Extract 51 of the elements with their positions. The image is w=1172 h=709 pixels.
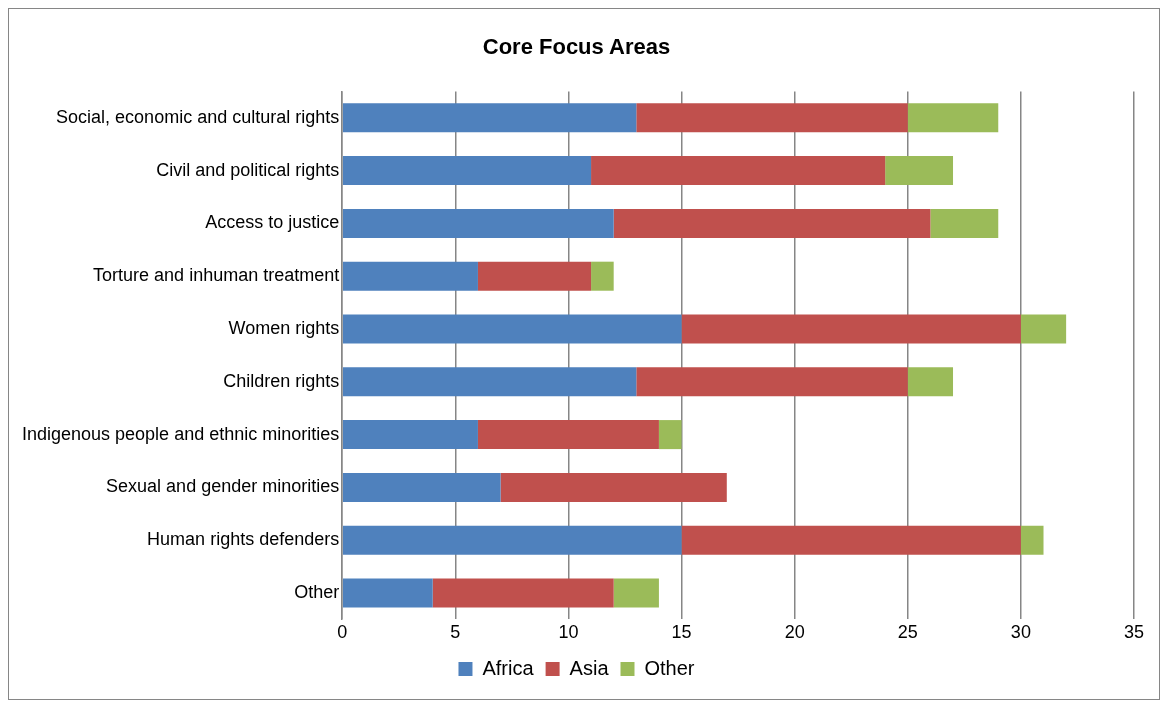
bar — [1020, 314, 1067, 344]
bar — [342, 103, 637, 133]
y-tick-label: Torture and inhuman treatment — [93, 265, 340, 286]
y-tick-label: Access to justice — [205, 212, 340, 233]
legend-label: Asia — [569, 656, 610, 679]
bar — [342, 472, 501, 502]
x-tick-label: 25 — [897, 622, 918, 643]
bar — [930, 208, 999, 238]
bar — [907, 103, 999, 133]
y-tick-label: Indigenous people and ethnic minorities — [22, 423, 340, 444]
bar — [613, 578, 659, 608]
bar — [681, 314, 1021, 344]
x-tick-label: 20 — [784, 622, 805, 643]
y-tick-label: Women rights — [228, 317, 340, 338]
y-tick-label: Sexual and gender minorities — [106, 476, 340, 497]
bar — [658, 420, 682, 450]
bar — [342, 420, 478, 450]
bar — [613, 208, 931, 238]
bar — [342, 367, 637, 397]
y-tick-label: Civil and political rights — [156, 159, 340, 180]
bar — [885, 156, 954, 186]
bar — [432, 578, 614, 608]
x-tick-label: 35 — [1123, 622, 1145, 643]
y-tick-label: Other — [294, 581, 340, 602]
y-tick-label: Human rights defenders — [147, 529, 340, 550]
x-tick-label: 5 — [450, 622, 461, 643]
bar — [342, 156, 592, 186]
bar — [681, 525, 1021, 555]
bar — [500, 472, 727, 502]
bar — [342, 578, 433, 608]
y-tick-label: Children rights — [223, 370, 340, 391]
legend-label: Other — [644, 656, 695, 679]
x-tick-label: 15 — [671, 622, 692, 643]
bar — [636, 103, 908, 133]
legend-label: Africa — [482, 656, 535, 679]
bar — [342, 314, 682, 344]
x-tick-label: 0 — [337, 622, 348, 643]
bar — [477, 261, 592, 291]
x-tick-label: 30 — [1010, 622, 1031, 643]
y-tick-label: Social, economic and cultural rights — [56, 106, 340, 127]
bar — [342, 261, 478, 291]
bar — [477, 420, 659, 450]
bar — [907, 367, 954, 397]
x-tick-label: 10 — [558, 622, 579, 643]
bar — [591, 261, 614, 291]
bar — [636, 367, 908, 397]
bar — [342, 525, 682, 555]
bar — [591, 156, 886, 186]
bar — [342, 208, 614, 238]
bar — [1020, 525, 1044, 555]
chart-title: Core Focus Areas — [482, 34, 671, 60]
